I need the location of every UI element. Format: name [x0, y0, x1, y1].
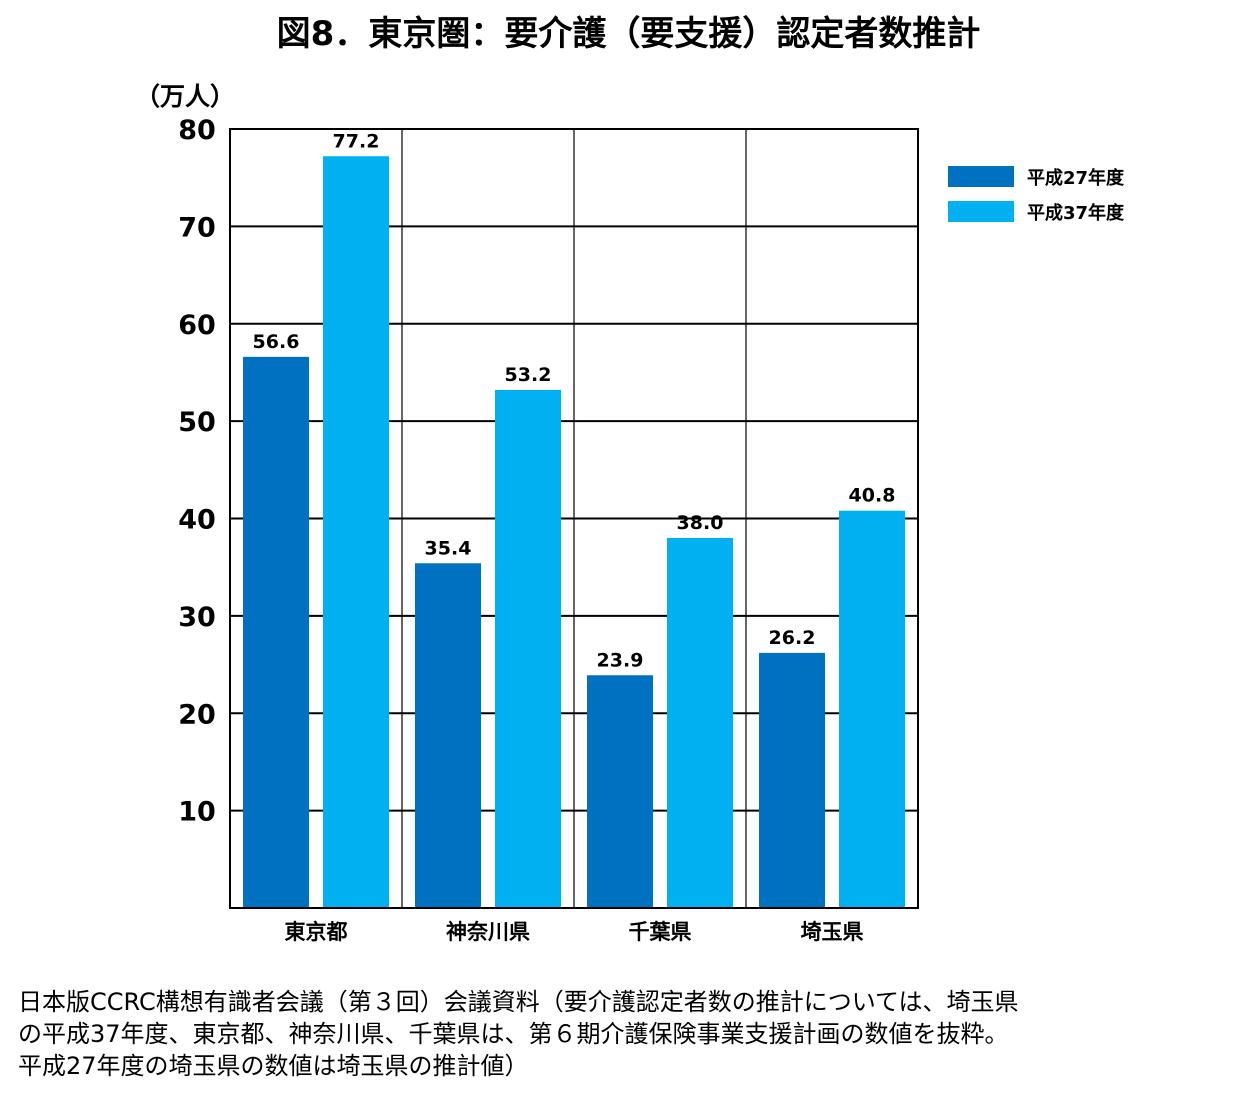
legend-label: 平成37年度	[1027, 202, 1125, 224]
chart-title: 図8．東京圏：要介護（要支援）認定者数推計	[276, 14, 981, 54]
legend-swatch	[948, 201, 1014, 222]
y-tick-label: 60	[178, 310, 216, 341]
bar	[495, 389, 561, 909]
y-tick-label: 80	[178, 115, 216, 146]
y-axis-label: （万人）	[135, 82, 235, 111]
data-label: 26.2	[769, 627, 816, 649]
x-tick-label: 神奈川県	[446, 920, 530, 944]
y-tick-label: 40	[178, 505, 216, 536]
bar	[759, 652, 825, 908]
source-note-line: 平成27年度の埼玉県の数値は埼玉県の推計値）	[18, 1052, 529, 1080]
data-label: 53.2	[505, 364, 552, 386]
source-note: 日本版CCRC構想有識者会議（第３回）会議資料（要介護認定者数の推計については、…	[18, 986, 1248, 1082]
data-label: 35.4	[425, 537, 472, 559]
x-tick-label: 千葉県	[629, 920, 692, 944]
legend-label: 平成27年度	[1027, 167, 1125, 189]
source-note-line: 日本版CCRC構想有識者会議（第３回）会議資料（要介護認定者数の推計については、…	[18, 988, 1019, 1016]
bar	[243, 356, 309, 908]
x-tick-label: 東京都	[285, 920, 348, 944]
bar-chart: 56.6 35.4 23.9 26.2 77.2 53.2 38.0 40.8 10 20 30 40…	[135, 82, 1125, 944]
y-tick-label: 50	[178, 407, 216, 438]
plot-frame	[229, 128, 919, 909]
y-tick-label: 10	[178, 797, 216, 828]
x-tick-label: 埼玉県	[801, 920, 864, 944]
y-tick-label: 70	[178, 212, 216, 243]
y-tick-label: 30	[178, 602, 216, 633]
bar	[839, 510, 905, 908]
data-label: 56.6	[253, 331, 300, 353]
source-note-line: の平成37年度、東京都、神奈川県、千葉県は、第６期介護保険事業支援計画の数値を抜…	[18, 1020, 1009, 1048]
data-label: 38.0	[677, 512, 724, 534]
data-label: 40.8	[849, 485, 896, 507]
data-label: 23.9	[597, 649, 644, 671]
bar	[415, 563, 481, 908]
y-tick-label: 20	[178, 699, 216, 730]
bar	[323, 156, 389, 908]
data-label: 77.2	[333, 130, 380, 152]
legend-swatch	[948, 166, 1014, 187]
bar	[667, 537, 733, 908]
bar	[587, 675, 653, 908]
